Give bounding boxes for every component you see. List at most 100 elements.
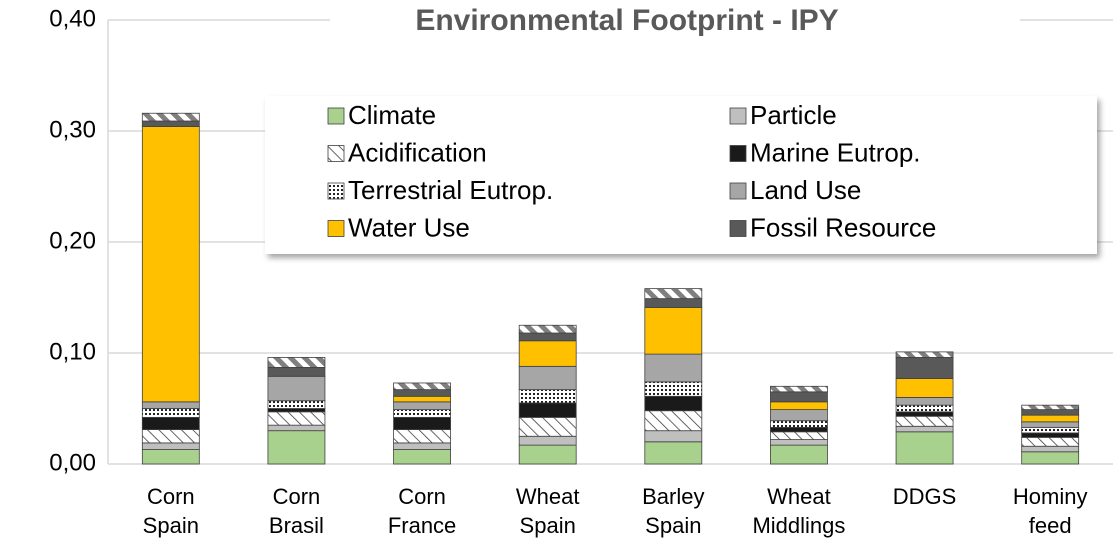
x-tick-label: Corn Spain: [143, 484, 199, 538]
bar-segment: [644, 288, 703, 300]
bar-segment: [141, 112, 200, 122]
x-tick-label: Wheat Spain: [516, 484, 580, 538]
bar-segment: [518, 402, 577, 418]
x-tick-label: Barley Spain: [642, 484, 704, 538]
bar-segment: [1021, 451, 1080, 465]
bar-segment: [141, 120, 200, 127]
x-tick-label: Corn France: [388, 484, 456, 538]
bar-segment: [393, 395, 451, 403]
bar-segment: [141, 126, 200, 403]
bar-segment: [393, 382, 451, 391]
bar-segment: [267, 430, 326, 465]
bar-segment: [895, 415, 954, 427]
legend: Climate Particle Acidification Marine Eutro…: [265, 96, 1097, 254]
title-background: [330, 2, 1020, 42]
x-tick-label: Wheat Middlings: [752, 484, 845, 538]
bar-segment: [1021, 404, 1080, 411]
bar-segment: [267, 400, 326, 409]
bar-segment: [644, 381, 703, 397]
bar-segment: [267, 367, 326, 377]
legend-label: Terrestrial Eutrop.: [348, 175, 553, 205]
bar-segment: [644, 298, 703, 308]
legend-label: Land Use: [750, 175, 861, 205]
bar-segment: [770, 439, 828, 446]
legend-label: Marine Eutrop.: [750, 137, 921, 167]
bar-segment: [393, 409, 451, 418]
bar-segment: [770, 391, 828, 403]
bar-segment: [1021, 414, 1080, 423]
legend-swatch: [327, 107, 345, 125]
legend-label: Particle: [750, 100, 837, 130]
bar-segment: [644, 307, 703, 355]
bar-segment: [895, 425, 954, 433]
bar-segment: [141, 442, 200, 450]
bar-segment: [895, 351, 954, 358]
bar-segment: [770, 444, 828, 465]
bar-segment: [895, 411, 954, 417]
y-tick-label: 0,00: [49, 449, 96, 476]
bar-segment: [895, 431, 954, 465]
bar-segment: [518, 332, 577, 342]
bar-segment: [644, 395, 703, 412]
bar-segment: [518, 416, 577, 437]
y-tick-label: 0,10: [49, 338, 96, 365]
bar-segment: [393, 429, 451, 444]
bar-segment: [770, 409, 828, 422]
legend-label: Water Use: [348, 212, 470, 242]
bar-segment: [393, 389, 451, 397]
bar-segment: [141, 408, 200, 418]
legend-swatch: [327, 220, 345, 237]
bar-segment: [518, 389, 577, 404]
bar-segment: [770, 431, 828, 440]
y-tick-label: 0,30: [49, 116, 96, 143]
bar-segment: [895, 396, 954, 406]
bar-segment: [644, 353, 703, 383]
bar-segment: [895, 404, 954, 413]
bar-segment: [518, 340, 577, 367]
bar-segment: [518, 444, 577, 465]
bar-segment: [518, 324, 577, 334]
x-tick-label: Hominy feed: [1013, 484, 1088, 538]
bar-segment: [895, 378, 954, 398]
bar-segment: [141, 429, 200, 444]
bar-segment: [770, 426, 828, 433]
bar-segment: [770, 401, 828, 411]
bar-segment: [1021, 421, 1080, 428]
bar-segment: [267, 424, 326, 432]
bar-segment: [895, 357, 954, 379]
bar-segment: [644, 441, 703, 465]
bar-segment: [1021, 436, 1080, 447]
legend-swatch: [729, 220, 747, 237]
legend-swatch: [327, 145, 345, 162]
bar-segment: [1021, 432, 1080, 438]
bar-segment: [267, 375, 326, 402]
bar-segment: [770, 385, 828, 393]
bar-segment: [1021, 445, 1080, 453]
bar-segment: [393, 442, 451, 450]
y-tick-label: 0,20: [49, 227, 96, 254]
bar-segment: [1021, 409, 1080, 416]
bar-segment: [644, 430, 703, 443]
bar-segment: [518, 435, 577, 446]
bar-segment: [267, 408, 326, 413]
legend-swatch: [327, 182, 345, 200]
bar-segment: [267, 357, 326, 368]
bar-segment: [1021, 426, 1080, 434]
x-tick-label: DDGS: [893, 484, 957, 509]
bar-segment: [141, 401, 200, 409]
bar-segment: [141, 449, 200, 465]
bar-segment: [518, 365, 577, 391]
bars: [141, 112, 1080, 465]
legend-label: Climate: [348, 100, 436, 130]
bar-segment: [267, 411, 326, 426]
bar-segment: [141, 416, 200, 430]
bar-segment: [644, 410, 703, 432]
y-tick-label: 0,40: [49, 5, 96, 32]
legend-swatch: [729, 107, 747, 125]
legend-box: [265, 96, 1097, 254]
legend-label: Acidification: [348, 137, 487, 167]
bar-segment: [393, 416, 451, 430]
bar-segment: [393, 449, 451, 465]
bar-segment: [393, 401, 451, 411]
